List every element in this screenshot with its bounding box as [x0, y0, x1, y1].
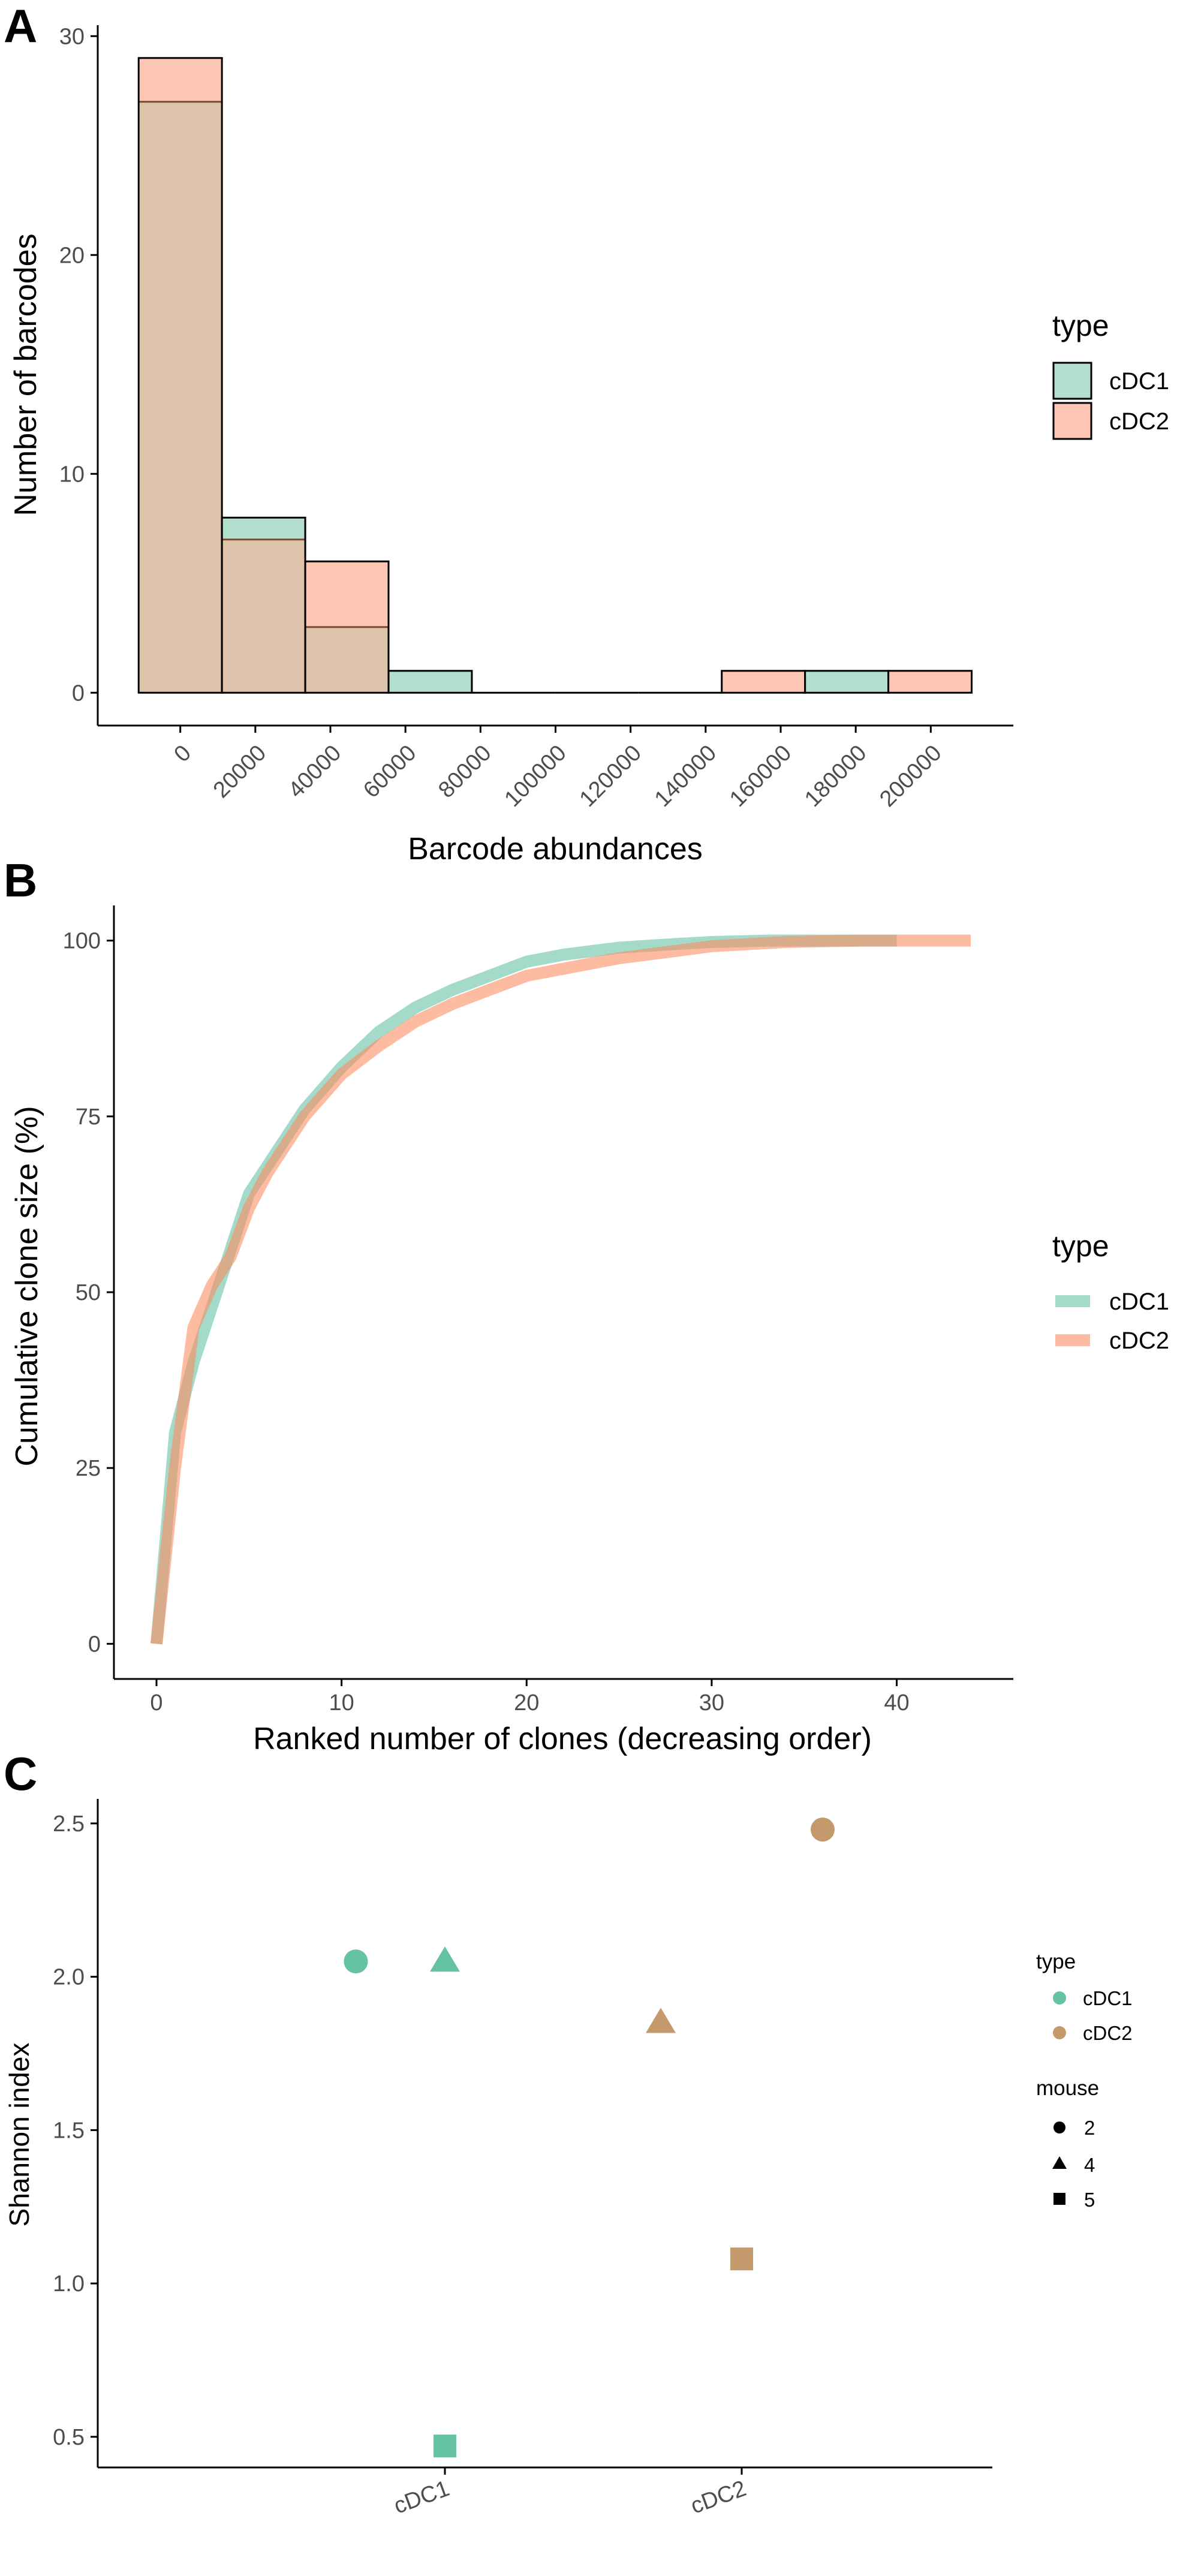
point-cdc2-mouse-5 — [730, 2247, 753, 2271]
bar-overlap — [305, 627, 389, 693]
point-cdc1-mouse-4 — [430, 1946, 460, 1972]
y-ticks: 0 10 20 30 — [59, 24, 98, 706]
legend-title: type — [1052, 309, 1109, 342]
y-axis-title: Shannon index — [4, 2043, 35, 2227]
legend-key-cdc2 — [1053, 2026, 1066, 2039]
bar-outline — [387, 670, 473, 694]
legend-label-cdc2: cDC2 — [1109, 408, 1169, 435]
x-tick-label: cDC1 — [390, 2476, 453, 2519]
legend-key-mouse-2-icon — [1053, 2121, 1065, 2133]
y-tick-label: 0.5 — [53, 2425, 85, 2450]
bar-cdc1-excess — [389, 670, 472, 693]
legend-label-cdc2: cDC2 — [1109, 1328, 1169, 1354]
panel-c: 0.5 1.0 1.5 2.0 2.5 cDC1 cDC2 Shannon index t… — [4, 1799, 1133, 2519]
y-tick-label: 75 — [76, 1105, 101, 1130]
x-tick-label: 100000 — [499, 741, 571, 812]
y-tick-label: 0 — [88, 1632, 101, 1657]
x-tick-label: 200000 — [875, 741, 946, 812]
panel-a: 0 10 20 30 0 20000 40000 60000 80000 100000 12000… — [8, 24, 1169, 866]
point-cdc1-mouse-5 — [434, 2434, 456, 2458]
legend-key-mouse-4-icon — [1052, 2156, 1067, 2169]
y-ticks: 0.5 1.0 1.5 2.0 2.5 — [53, 1811, 98, 2450]
legend-title: type — [1052, 1229, 1109, 1263]
y-tick-label: 2.5 — [53, 1811, 85, 1837]
x-axis-title: Barcode abundances — [408, 832, 703, 866]
legend-label-cdc1: cDC1 — [1109, 368, 1169, 395]
legend: type cDC1 cDC2 mouse 2 4 5 — [1036, 1950, 1133, 2211]
legend-label-cdc1: cDC1 — [1083, 1987, 1133, 2009]
y-ticks: 0 25 50 75 100 — [63, 929, 114, 1657]
y-tick-label: 0 — [72, 681, 85, 706]
series-line-cdc2 — [150, 934, 971, 1645]
x-tick-label: 20 — [514, 1690, 539, 1716]
legend-label-mouse-4: 4 — [1084, 2154, 1095, 2176]
cumulative-lines — [150, 934, 971, 1645]
x-axis-title: Ranked number of clones (decreasing orde… — [253, 1722, 872, 1756]
x-tick-label: 40000 — [284, 741, 346, 803]
y-axis-title: Cumulative clone size (%) — [10, 1106, 44, 1466]
bar-cdc2-excess — [305, 561, 389, 627]
panel-b-label: B — [4, 854, 37, 907]
x-tick-label: 180000 — [800, 741, 871, 812]
point-cdc1-mouse-2 — [344, 1949, 368, 1974]
y-tick-label: 50 — [76, 1280, 101, 1305]
bar-cdc2-excess — [888, 670, 972, 693]
x-tick-label: 160000 — [725, 741, 796, 812]
x-tick-label: 30 — [699, 1690, 724, 1716]
legend-key-cdc1 — [1053, 1991, 1066, 2005]
legend-mouse-title: mouse — [1036, 2077, 1099, 2100]
bar-cdc1-excess — [222, 517, 306, 540]
y-tick-label: 10 — [59, 462, 85, 487]
x-tick-label: cDC2 — [687, 2476, 749, 2519]
y-tick-label: 2.0 — [53, 1965, 85, 1990]
y-tick-label: 20 — [59, 243, 85, 268]
legend: type cDC1 cDC2 — [1052, 1229, 1169, 1354]
x-tick-label: 20000 — [209, 741, 271, 803]
histogram-bars — [137, 57, 973, 694]
legend-type-title: type — [1036, 1950, 1076, 1973]
legend-key-mouse-5-icon — [1053, 2193, 1065, 2205]
bar-overlap — [139, 101, 222, 693]
legend-key-cdc2 — [1052, 402, 1092, 440]
x-tick-label: 0 — [150, 1690, 162, 1716]
y-axis-title: Number of barcodes — [8, 233, 43, 516]
panel-b: 0 25 50 75 100 0 10 20 30 40 Ranked number of cl… — [10, 905, 1169, 1756]
bar-outline — [887, 670, 973, 694]
y-tick-label: 1.0 — [53, 2271, 85, 2297]
bar-outline — [304, 560, 390, 694]
x-ticks: 0 20000 40000 60000 80000 100000 120000 140000 1… — [169, 726, 947, 812]
x-tick-label: 0 — [169, 741, 196, 768]
legend-label-mouse-5: 5 — [1084, 2189, 1095, 2211]
x-tick-label: 10 — [329, 1690, 354, 1716]
legend-label-cdc1: cDC1 — [1109, 1289, 1169, 1315]
x-ticks: 0 10 20 30 40 — [150, 1679, 910, 1716]
y-tick-label: 100 — [63, 929, 101, 954]
bar-cdc2-excess — [139, 58, 222, 102]
x-tick-label: 80000 — [434, 741, 496, 803]
legend-label-cdc2: cDC2 — [1083, 2022, 1133, 2044]
point-cdc2-mouse-4 — [646, 2008, 676, 2033]
x-ticks: cDC1 cDC2 — [390, 2467, 749, 2519]
point-cdc2-mouse-2 — [811, 1817, 835, 1842]
x-tick-label: 120000 — [575, 741, 646, 812]
x-tick-label: 40 — [884, 1690, 909, 1716]
bar-outline — [137, 57, 223, 694]
y-tick-label: 25 — [76, 1456, 101, 1481]
y-tick-label: 30 — [59, 24, 85, 49]
panel-c-label: C — [4, 1747, 37, 1800]
legend-key-cdc1 — [1052, 362, 1092, 400]
y-tick-label: 1.5 — [53, 2118, 85, 2143]
series-line-cdc1 — [150, 934, 897, 1645]
legend-label-mouse-2: 2 — [1084, 2117, 1095, 2139]
x-tick-label: 140000 — [650, 741, 721, 812]
bar-cdc2-excess — [721, 670, 805, 693]
legend: type cDC1 cDC2 — [1052, 309, 1169, 440]
panel-a-label: A — [4, 0, 37, 52]
scatter-points — [344, 1817, 835, 2458]
x-tick-label: 60000 — [359, 741, 421, 803]
bar-cdc1-excess — [805, 670, 889, 693]
bar-overlap — [222, 539, 306, 693]
